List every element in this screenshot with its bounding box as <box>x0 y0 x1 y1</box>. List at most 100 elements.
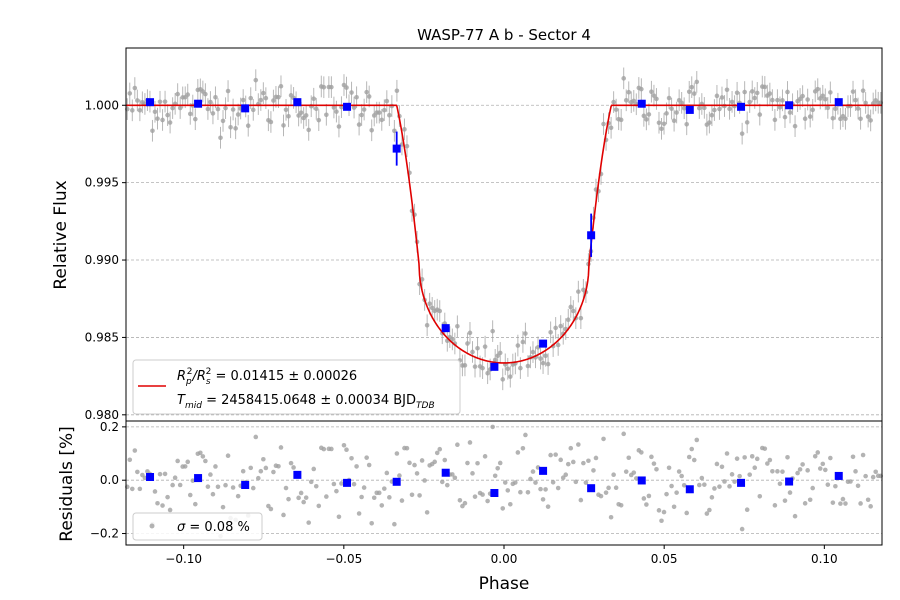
residual-raw-point <box>508 501 513 507</box>
residual-raw-point <box>175 458 180 464</box>
raw-point <box>661 121 667 127</box>
raw-point <box>742 89 747 95</box>
binned-point <box>685 105 694 114</box>
residual-raw-point <box>848 479 853 484</box>
main-y-ticks: 0.980 0.985 0.990 0.995 1.000 <box>85 98 126 422</box>
residual-raw-point <box>697 482 702 488</box>
residual-binned-point <box>146 473 155 481</box>
residual-raw-point <box>382 486 387 491</box>
raw-point <box>150 128 155 134</box>
raw-point <box>220 118 226 124</box>
residual-raw-point <box>598 493 604 499</box>
residual-raw-point <box>165 494 170 500</box>
binned-point <box>637 99 646 108</box>
raw-point <box>467 330 473 336</box>
residual-raw-point <box>817 466 823 471</box>
residual-raw-point <box>283 485 289 491</box>
raw-point <box>671 118 677 123</box>
residual-raw-point <box>157 471 163 477</box>
raw-point <box>611 99 616 105</box>
main-binned-points <box>146 98 843 371</box>
residual-raw-point <box>235 493 241 499</box>
raw-point <box>702 105 707 111</box>
raw-point <box>177 105 183 111</box>
raw-point <box>387 112 392 118</box>
raw-point <box>157 99 163 105</box>
raw-point <box>193 116 198 122</box>
residual-raw-point <box>689 446 695 452</box>
raw-point <box>805 97 810 102</box>
raw-point <box>565 317 571 323</box>
residual-raw-point <box>331 481 337 487</box>
raw-point <box>782 114 788 120</box>
raw-point <box>313 106 319 112</box>
residual-raw-point <box>518 489 523 495</box>
residual-raw-point <box>563 472 569 478</box>
binned-point <box>241 104 250 113</box>
residual-raw-point <box>155 500 160 506</box>
residual-raw-point <box>545 504 551 509</box>
raw-point <box>571 308 576 314</box>
residual-raw-point <box>193 501 198 507</box>
residual-binned-point <box>490 489 499 497</box>
residual-raw-point <box>732 479 737 484</box>
residual-raw-point <box>651 461 657 466</box>
raw-point <box>258 97 264 103</box>
raw-point <box>429 305 435 311</box>
raw-point <box>205 106 211 112</box>
raw-point <box>225 88 231 94</box>
raw-point <box>427 301 432 307</box>
residual-raw-point <box>515 450 521 455</box>
residual-raw-point <box>182 464 188 469</box>
residual-binned-point <box>737 478 746 487</box>
raw-point <box>127 91 133 96</box>
residual-raw-point <box>833 483 838 489</box>
residual-raw-point <box>366 462 372 468</box>
raw-point <box>175 91 180 97</box>
residual-binned-point <box>587 484 596 493</box>
residual-raw-point <box>691 457 697 463</box>
residual-raw-point <box>754 456 760 462</box>
raw-point <box>334 109 339 114</box>
residual-raw-point <box>626 455 632 461</box>
residual-binned-point <box>539 466 548 475</box>
residual-raw-point <box>558 457 563 463</box>
raw-point <box>823 97 828 102</box>
raw-point <box>286 113 291 119</box>
residual-raw-point <box>311 466 317 472</box>
residual-binned-point <box>785 477 794 486</box>
residual-raw-point <box>840 496 846 502</box>
residual-raw-point <box>702 482 707 487</box>
residual-raw-point <box>603 490 609 495</box>
raw-point <box>316 117 322 123</box>
main-legend-box <box>132 359 461 415</box>
raw-point <box>475 345 480 351</box>
legend-p-sub: p <box>185 377 192 387</box>
raw-point <box>618 117 624 123</box>
residuals-binned-points <box>146 466 843 497</box>
raw-point <box>152 109 158 115</box>
residual-raw-point <box>613 485 619 491</box>
raw-point <box>724 87 730 93</box>
binned-point <box>587 231 596 240</box>
residual-raw-point <box>210 491 216 497</box>
legend-r: R <box>177 369 186 384</box>
raw-point <box>462 363 468 368</box>
raw-point <box>465 341 470 346</box>
residual-raw-point <box>666 465 672 471</box>
residual-binned-point <box>343 478 352 487</box>
residual-raw-point <box>321 446 327 452</box>
residual-raw-point <box>354 464 359 469</box>
raw-point <box>767 91 773 96</box>
residual-raw-point <box>422 478 427 483</box>
residual-raw-point <box>873 469 878 475</box>
residual-raw-point <box>387 495 392 500</box>
legend-p-sup: 2 <box>187 367 193 377</box>
raw-point <box>135 98 140 103</box>
raw-point <box>780 98 785 103</box>
residual-raw-point <box>240 468 246 474</box>
residual-raw-point <box>127 457 133 463</box>
residual-raw-point <box>712 486 717 491</box>
residual-raw-point <box>553 452 558 457</box>
raw-point <box>666 95 672 101</box>
